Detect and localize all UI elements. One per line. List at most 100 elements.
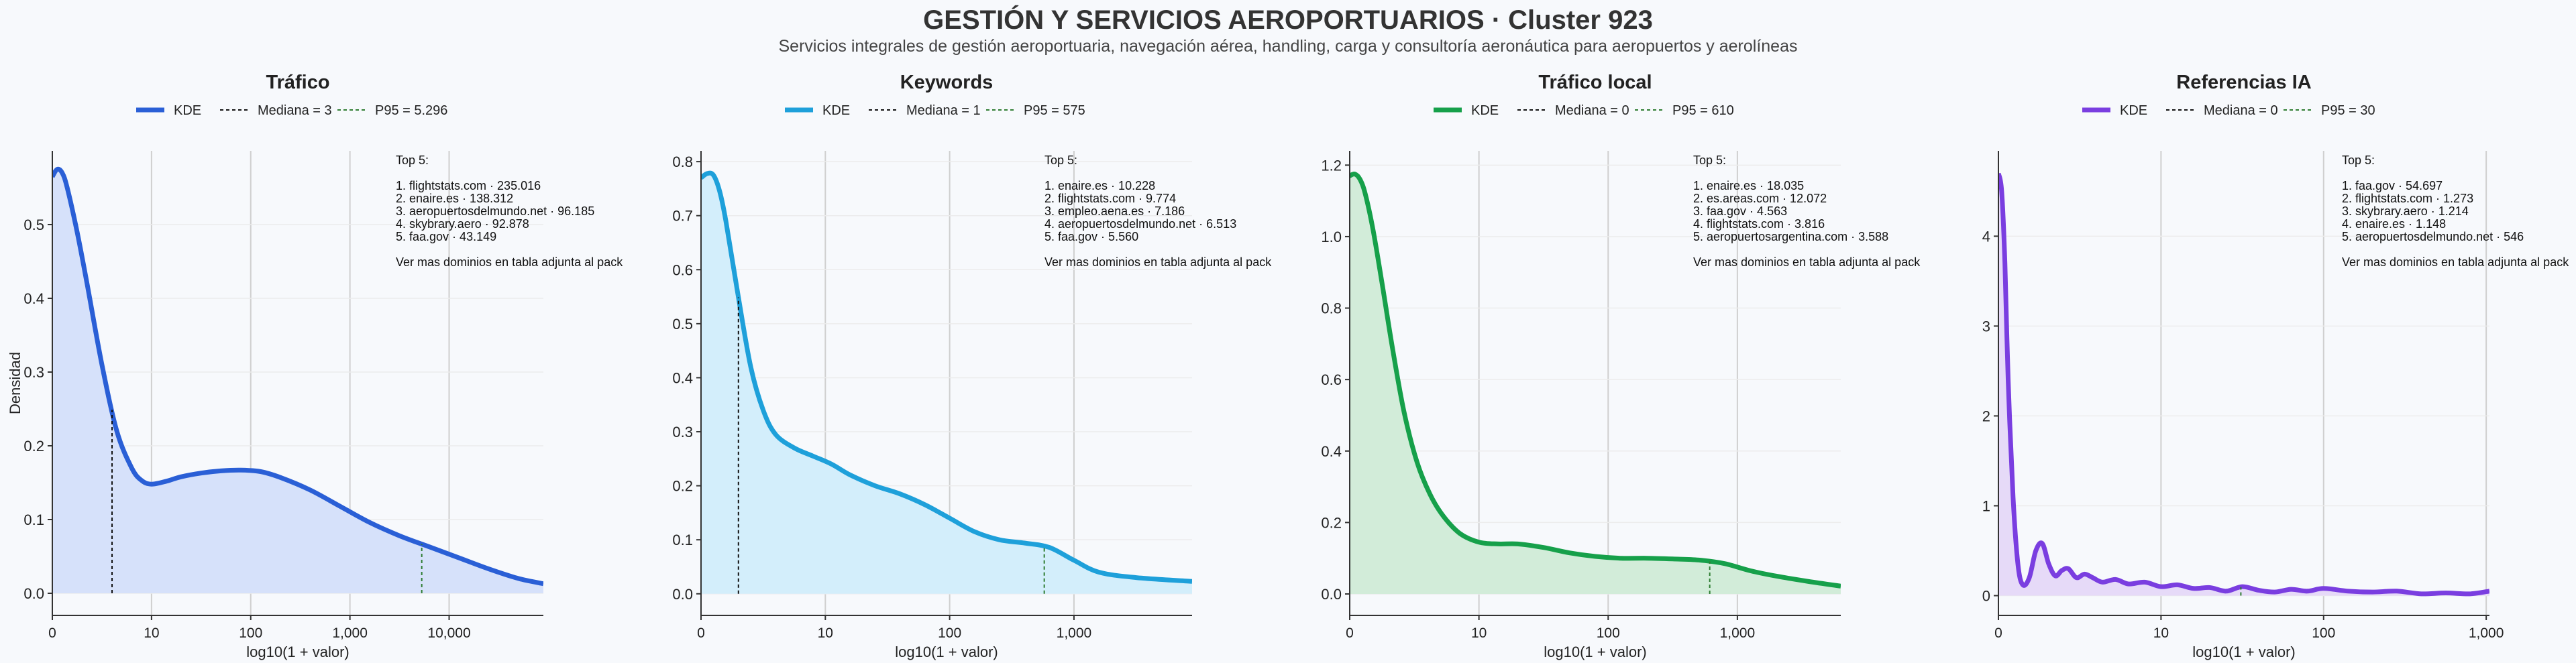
x-tick-label: 100 bbox=[2312, 625, 2335, 641]
kde-area bbox=[52, 169, 543, 594]
legend-median-label: Mediana = 0 bbox=[1555, 103, 1629, 118]
legend-kde-label: KDE bbox=[822, 103, 850, 118]
top5-note: Ver mas dominios en tabla adjunta al pac… bbox=[1693, 255, 1921, 269]
x-tick-label: 10,000 bbox=[427, 625, 470, 641]
legend: KDE Mediana = 0 P95 = 30 bbox=[2082, 103, 2375, 118]
x-tick-label: 100 bbox=[239, 625, 262, 641]
y-tick-label: 0.3 bbox=[23, 364, 44, 381]
legend-kde-label: KDE bbox=[1471, 103, 1499, 118]
panel-title: Tráfico bbox=[266, 72, 329, 93]
x-tick-label: 0 bbox=[697, 625, 705, 641]
chart-panel-1: 0 10 100 1,000 10,000 0.0 0.1 0.2 0.3 0.4 0.5 log10… bbox=[7, 72, 623, 660]
x-axis-label: log10(1 + valor) bbox=[246, 644, 349, 660]
chart-panel-2: 0 10 100 1,000 0.0 0.1 0.2 0.3 0.4 0.5 0.6 0.7 0.8 lo… bbox=[672, 72, 1272, 660]
panel-title: Tráfico local bbox=[1538, 72, 1652, 93]
page-subtitle: Servicios integrales de gestión aeroport… bbox=[778, 37, 1798, 56]
x-tick-label: 10 bbox=[818, 625, 833, 641]
x-tick-label: 1,000 bbox=[1057, 625, 1092, 641]
y-tick-label: 0 bbox=[1982, 588, 1990, 605]
x-axis-label: log10(1 + valor) bbox=[2192, 644, 2295, 660]
panel-title: Keywords bbox=[900, 72, 994, 93]
top5-note: Ver mas dominios en tabla adjunta al pac… bbox=[1044, 255, 1272, 269]
legend: KDE Mediana = 0 P95 = 610 bbox=[1434, 103, 1734, 118]
kde-area bbox=[1350, 174, 1841, 595]
top5-item: 3. faa.gov · 4.563 bbox=[1693, 204, 1787, 218]
top5-item: 4. aeropuertosdelmundo.net · 6.513 bbox=[1044, 217, 1236, 231]
y-tick-label: 0.0 bbox=[672, 586, 693, 603]
top5-item: 4. enaire.es · 1.148 bbox=[2342, 217, 2446, 231]
y-tick-label: 4 bbox=[1982, 228, 1990, 245]
top5-item: 5. aeropuertosargentina.com · 3.588 bbox=[1693, 230, 1888, 243]
y-tick-label: 0.1 bbox=[672, 532, 693, 548]
top5-note: Ver mas dominios en tabla adjunta al pac… bbox=[396, 255, 623, 269]
top5-header: Top 5: bbox=[2342, 154, 2375, 167]
top5-item: 4. flightstats.com · 3.816 bbox=[1693, 217, 1825, 231]
top5-item: 4. skybrary.aero · 92.878 bbox=[396, 217, 529, 231]
x-tick-label: 10 bbox=[2153, 625, 2169, 641]
top5-item: 2. flightstats.com · 9.774 bbox=[1044, 192, 1176, 205]
y-tick-label: 1.2 bbox=[1321, 157, 1342, 174]
top5-item: 1. enaire.es · 18.035 bbox=[1693, 179, 1804, 192]
page-title: GESTIÓN Y SERVICIOS AEROPORTUARIOS · Clu… bbox=[923, 5, 1653, 35]
x-tick-label: 0 bbox=[48, 625, 56, 641]
x-tick-label: 0 bbox=[1994, 625, 2002, 641]
x-tick-label: 10 bbox=[144, 625, 159, 641]
legend-p95-label: P95 = 610 bbox=[1672, 103, 1734, 118]
top5-item: 5. aeropuertosdelmundo.net · 546 bbox=[2342, 230, 2524, 243]
kde-line bbox=[701, 170, 1192, 584]
legend-kde-label: KDE bbox=[2120, 103, 2147, 118]
top5-item: 1. enaire.es · 10.228 bbox=[1044, 179, 1155, 192]
top5-item: 3. empleo.aena.es · 7.186 bbox=[1044, 204, 1185, 218]
top5-item: 2. enaire.es · 138.312 bbox=[396, 192, 513, 205]
x-tick-label: 100 bbox=[938, 625, 961, 641]
x-tick-label: 1,000 bbox=[1720, 625, 1756, 641]
top5-note: Ver mas dominios en tabla adjunta al pac… bbox=[2342, 255, 2569, 269]
y-tick-label: 0.6 bbox=[672, 261, 693, 278]
legend: KDE Mediana = 1 P95 = 575 bbox=[785, 103, 1085, 118]
y-tick-label: 3 bbox=[1982, 318, 1990, 335]
legend-p95-label: P95 = 575 bbox=[1024, 103, 1085, 118]
y-axis-label: Densidad bbox=[7, 352, 23, 414]
kde-line bbox=[1350, 172, 1841, 589]
legend-median-label: Mediana = 0 bbox=[2204, 103, 2278, 118]
y-tick-label: 0.2 bbox=[23, 438, 44, 455]
y-tick-label: 1.0 bbox=[1321, 229, 1342, 245]
x-axis-label: log10(1 + valor) bbox=[895, 644, 998, 660]
kde-area bbox=[701, 173, 1192, 594]
y-tick-label: 0.0 bbox=[23, 585, 44, 602]
top5-item: 1. faa.gov · 54.697 bbox=[2342, 179, 2443, 192]
y-tick-label: 0.7 bbox=[672, 208, 693, 225]
y-tick-label: 0.4 bbox=[672, 369, 693, 386]
y-tick-label: 0.3 bbox=[672, 424, 693, 440]
panel-title: Referencias IA bbox=[2176, 72, 2312, 93]
y-tick-label: 1 bbox=[1982, 497, 1990, 514]
y-tick-label: 0.2 bbox=[1321, 514, 1342, 531]
y-tick-label: 0.1 bbox=[23, 511, 44, 528]
legend-median-label: Mediana = 1 bbox=[906, 103, 981, 118]
y-tick-label: 0.5 bbox=[23, 217, 44, 233]
legend-p95-label: P95 = 5.296 bbox=[375, 103, 447, 118]
top5-item: 3. skybrary.aero · 1.214 bbox=[2342, 204, 2469, 218]
top5-item: 1. flightstats.com · 235.016 bbox=[396, 179, 541, 192]
chart-panel-3: 0 10 100 1,000 0.0 0.2 0.4 0.6 0.8 1.0 1.2 log10(1 … bbox=[1321, 72, 1921, 660]
top5-header: Top 5: bbox=[396, 154, 429, 167]
x-tick-label: 1,000 bbox=[332, 625, 368, 641]
top5-item: 3. aeropuertosdelmundo.net · 96.185 bbox=[396, 204, 594, 218]
x-tick-label: 100 bbox=[1597, 625, 1620, 641]
y-tick-label: 0.0 bbox=[1321, 586, 1342, 603]
legend: KDE Mediana = 3 P95 = 5.296 bbox=[136, 103, 447, 118]
top5-header: Top 5: bbox=[1693, 154, 1726, 167]
legend-kde-label: KDE bbox=[174, 103, 201, 118]
top5-item: 5. faa.gov · 43.149 bbox=[396, 230, 496, 243]
top5-item: 2. flightstats.com · 1.273 bbox=[2342, 192, 2473, 205]
top5-item: 5. faa.gov · 5.560 bbox=[1044, 230, 1138, 243]
y-tick-label: 0.4 bbox=[1321, 443, 1342, 460]
y-tick-label: 0.6 bbox=[1321, 371, 1342, 388]
legend-p95-label: P95 = 30 bbox=[2321, 103, 2375, 118]
x-tick-label: 10 bbox=[1471, 625, 1487, 641]
y-tick-label: 0.8 bbox=[672, 154, 693, 170]
